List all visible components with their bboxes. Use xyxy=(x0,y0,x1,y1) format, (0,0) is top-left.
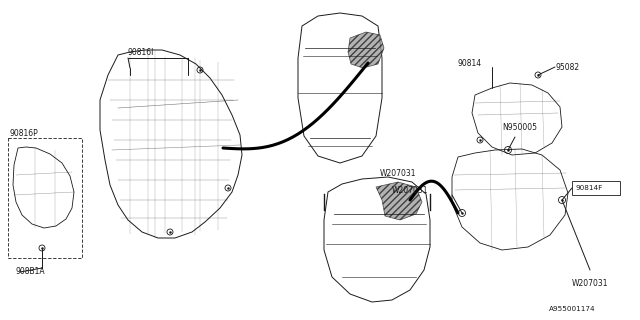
Text: W207031: W207031 xyxy=(572,278,609,287)
Text: 90816P: 90816P xyxy=(10,129,39,138)
Polygon shape xyxy=(348,32,384,68)
Text: A955001174: A955001174 xyxy=(549,306,596,312)
Text: 90814F: 90814F xyxy=(575,185,602,191)
Polygon shape xyxy=(376,182,422,220)
Text: W207031: W207031 xyxy=(392,186,429,195)
Text: W207031: W207031 xyxy=(380,169,417,178)
Text: 90814: 90814 xyxy=(458,59,482,68)
Bar xyxy=(572,181,620,195)
Text: 908B1A: 908B1A xyxy=(15,268,45,276)
Text: 95082: 95082 xyxy=(556,62,580,71)
Text: 90816I: 90816I xyxy=(128,47,154,57)
Text: N950005: N950005 xyxy=(502,123,537,132)
